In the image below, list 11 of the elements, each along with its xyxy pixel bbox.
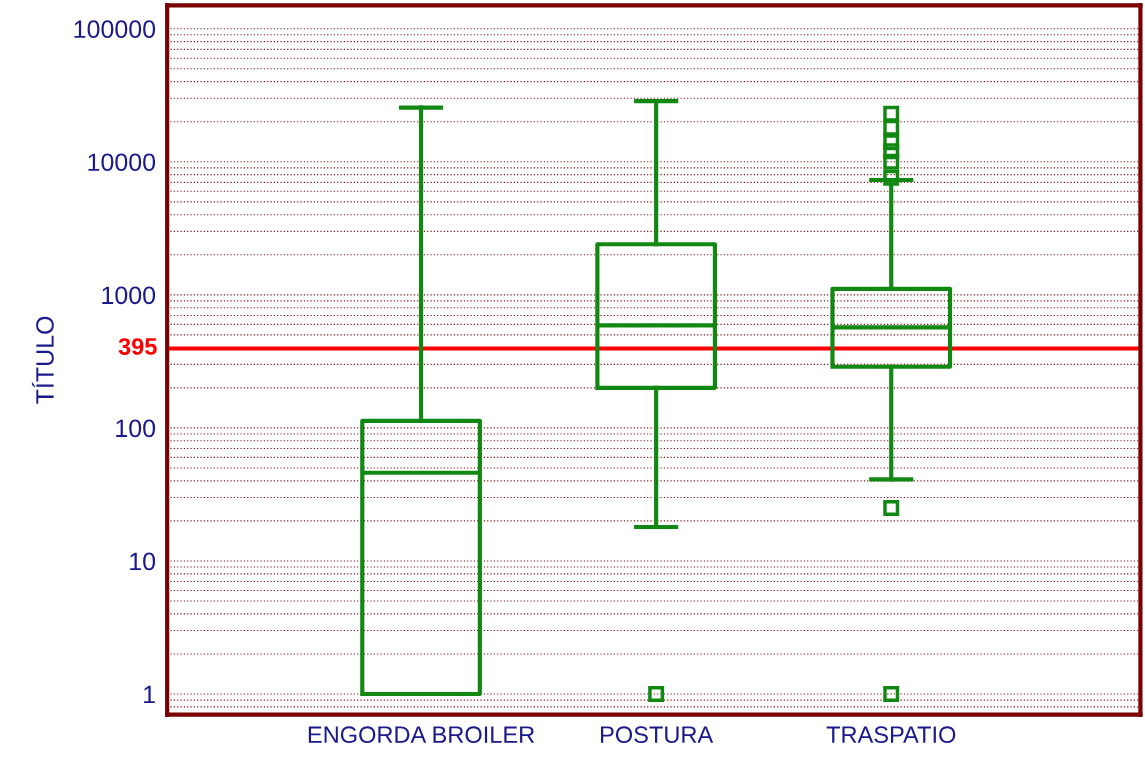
- y-tick-label: 100000: [74, 20, 156, 39]
- y-tick-label: 1000: [102, 286, 156, 305]
- x-tick-label: POSTURA: [601, 726, 714, 744]
- x-tick-label: ENGORDA BROILER: [308, 726, 535, 744]
- y-tick-label: 10: [130, 552, 156, 571]
- y-tick-label: 100: [116, 419, 156, 438]
- y-axis-title: TÍTULO: [31, 316, 54, 404]
- ref-line-label: 395: [118, 338, 157, 355]
- y-tick-label: 10000: [88, 153, 156, 172]
- x-tick-label: TRASPATIO: [826, 726, 956, 744]
- y-tick-label: 1: [144, 685, 155, 704]
